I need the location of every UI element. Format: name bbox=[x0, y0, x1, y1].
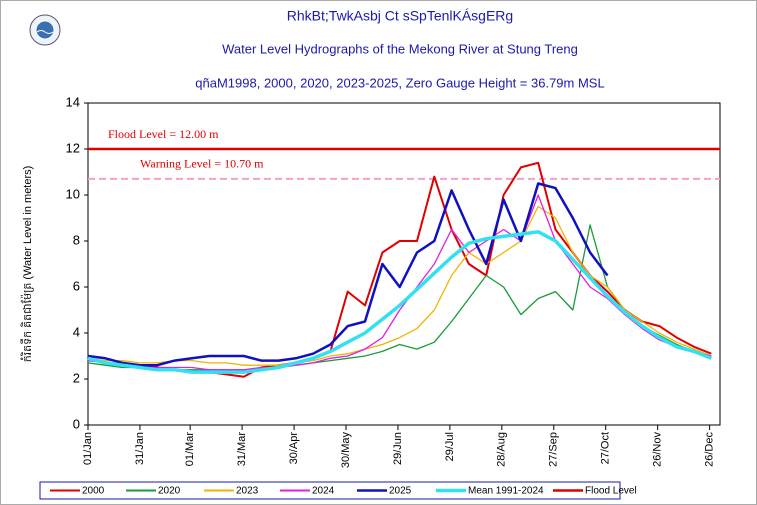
x-tick-label: 28/Aug bbox=[496, 432, 508, 467]
legend-label: 2025 bbox=[389, 486, 412, 497]
x-tick-label: 30/Apr bbox=[288, 432, 300, 465]
legend-label: 2023 bbox=[236, 486, 259, 497]
legend: 2000 2020 2023 2024 2025 Mean 1991-2024 Flood … bbox=[39, 481, 637, 500]
series-line bbox=[87, 205, 712, 366]
y-axis-label: កំរិតទឹក គិតជាម៉ែត្រ (Water Level in met… bbox=[20, 166, 34, 363]
threshold-label: Warning Level = 10.70 m bbox=[140, 157, 264, 171]
x-tick-label: 01/Jan bbox=[82, 432, 94, 465]
chart-subtitle: Water Level Hydrographs of the Mekong Ri… bbox=[222, 41, 578, 56]
legend-label: 2020 bbox=[158, 486, 181, 497]
y-tick-label: 2 bbox=[73, 370, 80, 385]
x-tick-label: 26/Nov bbox=[652, 432, 664, 467]
chart-subtitle: qñaM1998, 2000, 2020, 2023-2025, Zero Ga… bbox=[195, 75, 604, 90]
x-tick-label: 31/Mar bbox=[236, 432, 248, 467]
legend-label: Flood Level bbox=[585, 486, 637, 497]
y-tick-label: 14 bbox=[66, 94, 80, 109]
series-line bbox=[87, 230, 712, 374]
chart-title: RhkBt;TwkAsbj Ct sSpTenlKÁsgERg bbox=[287, 8, 513, 24]
x-tick-label: 30/May bbox=[340, 432, 352, 469]
y-tick-label: 6 bbox=[73, 278, 80, 293]
plot-area bbox=[87, 102, 721, 426]
x-tick-label: 29/Jul bbox=[444, 432, 456, 461]
legend-label: Mean 1991-2024 bbox=[468, 486, 544, 497]
x-tick-label: 27/Oct bbox=[600, 432, 612, 464]
x-tick-label: 26/Dec bbox=[704, 432, 716, 467]
series-line bbox=[87, 182, 609, 367]
y-tick-label: 10 bbox=[66, 186, 80, 201]
x-tick-label: 01/Mar bbox=[184, 432, 196, 467]
x-tick-label: 29/Jun bbox=[392, 432, 404, 465]
y-tick-label: 12 bbox=[66, 140, 80, 155]
x-tick-label: 27/Sep bbox=[548, 432, 560, 467]
legend-label: 2024 bbox=[312, 486, 335, 497]
y-tick-label: 0 bbox=[73, 416, 80, 431]
legend-label: 2000 bbox=[82, 486, 105, 497]
y-tick-label: 4 bbox=[73, 324, 80, 339]
logo bbox=[29, 14, 61, 46]
threshold-label: Flood Level = 12.00 m bbox=[108, 127, 219, 141]
y-tick-label: 8 bbox=[73, 232, 80, 247]
x-tick-label: 31/Jan bbox=[134, 432, 146, 465]
legend-box bbox=[39, 481, 621, 500]
